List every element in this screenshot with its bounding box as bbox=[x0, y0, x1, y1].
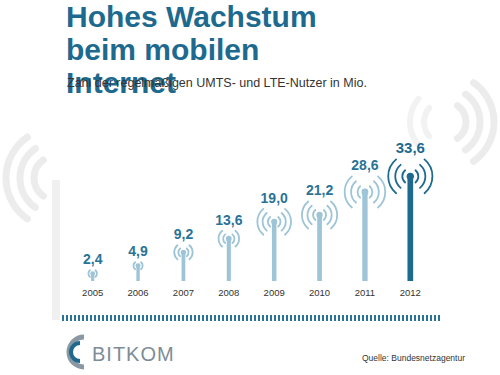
data-label: 13,6 bbox=[215, 212, 242, 228]
signal-arc bbox=[278, 217, 280, 227]
antenna-bar bbox=[317, 215, 322, 281]
x-tick-label: 2009 bbox=[264, 287, 285, 298]
signal-arc bbox=[285, 209, 291, 235]
logo: BITKOM bbox=[69, 337, 175, 367]
x-tick-label: 2005 bbox=[82, 287, 103, 298]
signal-arc bbox=[178, 248, 180, 256]
signal-arc bbox=[174, 245, 177, 259]
signal-arc bbox=[282, 213, 286, 231]
signal-arc bbox=[324, 210, 326, 220]
logo-text: BITKOM bbox=[92, 343, 175, 365]
signal-arc bbox=[133, 262, 135, 269]
decor-arc bbox=[457, 106, 466, 139]
signal-arc bbox=[425, 159, 433, 193]
x-tick-label: 2011 bbox=[355, 287, 375, 298]
decor-arc bbox=[474, 83, 494, 162]
signal-arc bbox=[331, 201, 337, 228]
x-tick-label: 2006 bbox=[127, 287, 148, 298]
x-tick-label: 2010 bbox=[309, 287, 330, 298]
antenna-tip bbox=[181, 250, 186, 255]
signal-arc bbox=[345, 176, 352, 207]
decor-arc bbox=[20, 149, 35, 208]
subtitle: Zahl der regelmäßigen UMTS- und LTE-Nutz… bbox=[67, 76, 367, 90]
signal-arc bbox=[327, 206, 331, 225]
antenna-bar bbox=[227, 239, 231, 281]
data-label: 4,9 bbox=[128, 243, 148, 259]
antenna-tip bbox=[316, 212, 322, 218]
signal-arc bbox=[402, 170, 405, 182]
signal-arc bbox=[370, 186, 373, 197]
signal-arc bbox=[351, 181, 356, 202]
decor-arc bbox=[424, 108, 429, 136]
decor-arc bbox=[410, 99, 418, 145]
antenna-tip bbox=[407, 173, 414, 180]
antenna-tip bbox=[361, 188, 368, 195]
antenna-bar bbox=[407, 176, 413, 281]
signal-arc bbox=[395, 165, 400, 188]
signal-arc bbox=[257, 209, 263, 235]
signal-arc bbox=[232, 234, 234, 243]
signal-arc bbox=[141, 262, 143, 269]
decor-arc bbox=[466, 94, 480, 150]
signal-arc bbox=[313, 210, 315, 220]
antenna-tip bbox=[226, 236, 232, 242]
signal-arc bbox=[235, 231, 239, 247]
x-tick-label: 2012 bbox=[400, 287, 421, 298]
signal-arc bbox=[187, 248, 189, 256]
antenna-bar bbox=[182, 252, 186, 281]
chart-page: 2,4 4,9 9,2 13,6 19,0 21,2 28,6 33,6 2005 2006 200… bbox=[0, 0, 500, 375]
decor-mast bbox=[52, 180, 60, 320]
signal-arc bbox=[420, 165, 425, 188]
signal-arc bbox=[388, 159, 396, 193]
antenna-tip bbox=[271, 219, 277, 225]
x-tick-label: 2007 bbox=[173, 287, 194, 298]
signal-arc bbox=[223, 234, 225, 243]
data-label: 2,4 bbox=[83, 251, 103, 267]
source: Quelle: Bundesnetzagentur bbox=[362, 353, 465, 363]
labels: 2,4 4,9 9,2 13,6 19,0 21,2 28,6 33,6 2005 2006 200… bbox=[82, 139, 425, 298]
signal-arc bbox=[189, 245, 192, 259]
dotted-rule bbox=[62, 315, 441, 321]
data-label: 9,2 bbox=[174, 226, 194, 242]
signal-arc bbox=[263, 213, 267, 231]
data-label: 19,0 bbox=[261, 190, 288, 206]
signal-arc bbox=[307, 206, 311, 225]
plot-area bbox=[88, 159, 432, 281]
data-label: 21,2 bbox=[306, 182, 333, 198]
logo-icon bbox=[71, 343, 80, 361]
x-tick-label: 2008 bbox=[218, 287, 239, 298]
signal-arc bbox=[374, 181, 379, 202]
signal-arc bbox=[378, 176, 385, 207]
data-label: 33,6 bbox=[396, 139, 425, 156]
antenna-tip bbox=[136, 263, 141, 268]
signal-arc bbox=[88, 270, 90, 277]
signal-arc bbox=[358, 186, 361, 197]
signal-arc bbox=[302, 201, 308, 228]
antenna-bar bbox=[362, 192, 367, 281]
data-label: 28,6 bbox=[351, 157, 378, 173]
decor-arc bbox=[6, 137, 27, 219]
decor-arc bbox=[34, 160, 43, 196]
antenna-tip bbox=[90, 271, 95, 276]
signal-arc bbox=[268, 217, 270, 227]
signal-arc bbox=[219, 231, 223, 247]
signal-arc bbox=[415, 170, 418, 182]
logo-icon bbox=[69, 337, 84, 367]
signal-arc bbox=[95, 270, 97, 277]
background-decoration bbox=[6, 83, 494, 320]
antenna-bar bbox=[272, 222, 277, 281]
